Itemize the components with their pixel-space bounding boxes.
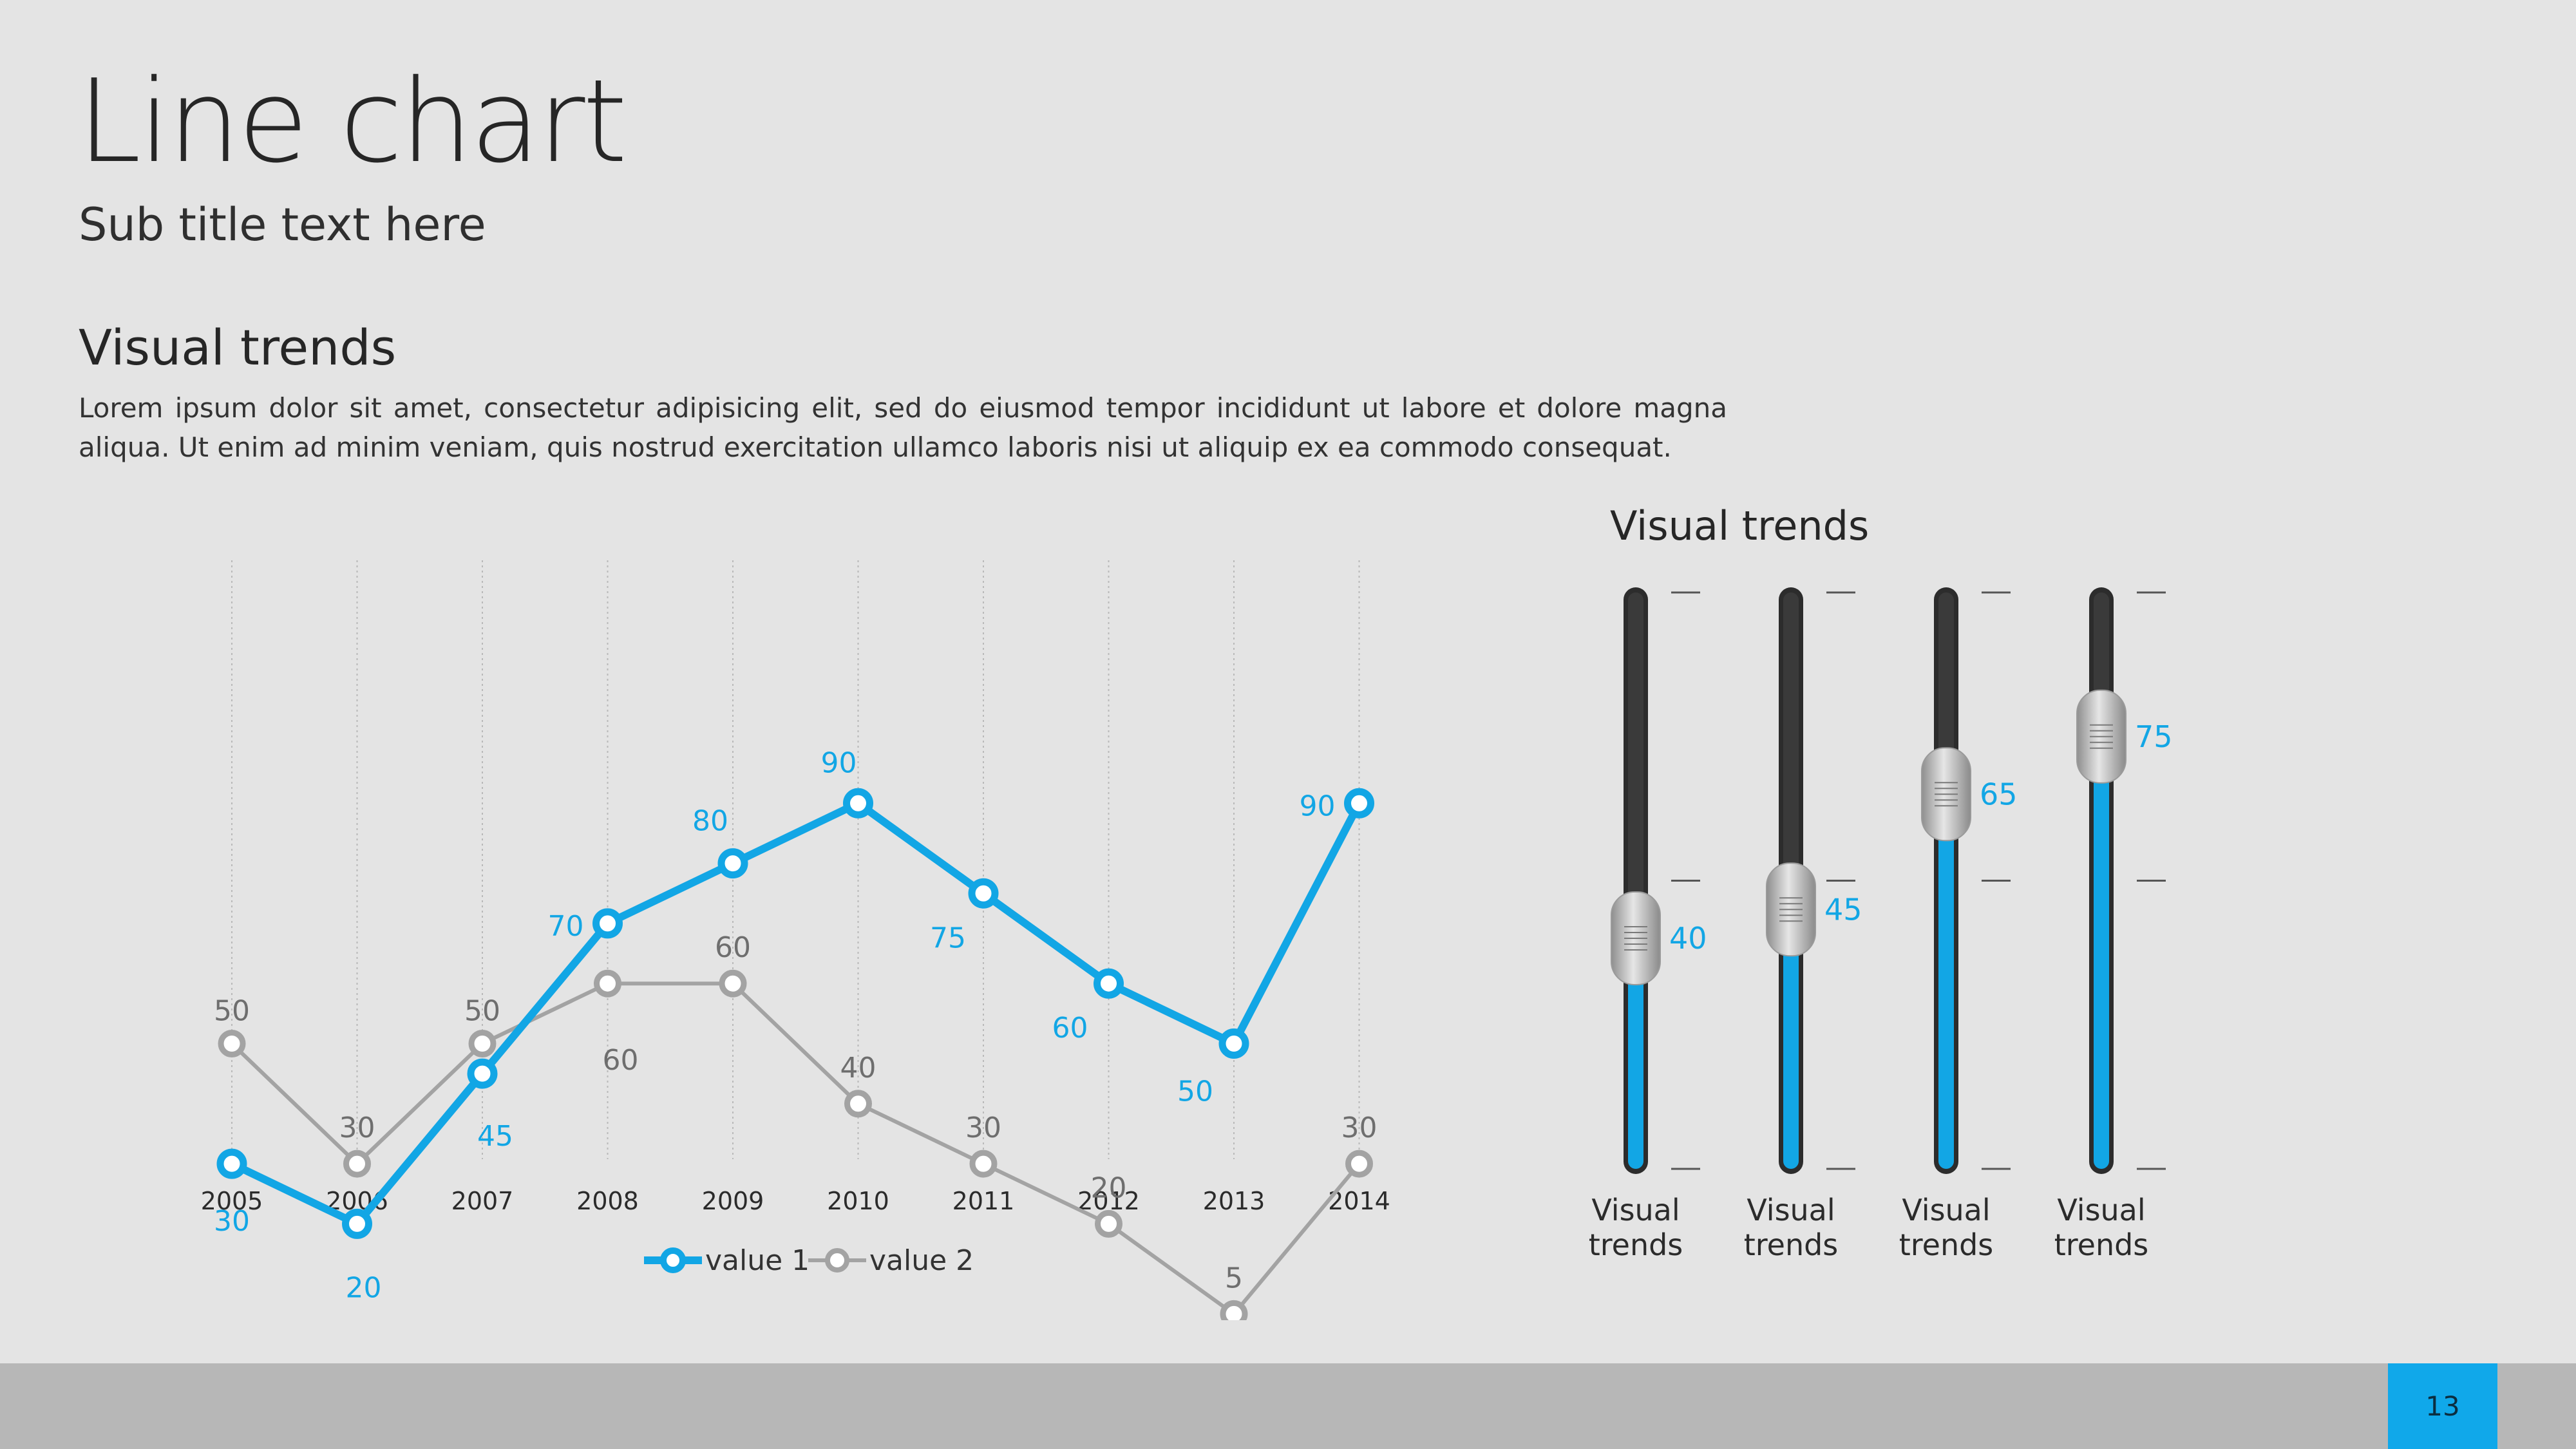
x-tick-label: 2011 [952, 1187, 1015, 1215]
series-line-value-2 [230, 981, 1361, 1316]
x-tick-label: 2013 [1203, 1187, 1265, 1215]
data-point-value-2 [844, 1090, 872, 1118]
data-point-value-1 [216, 1148, 247, 1179]
x-tick-label: 2007 [451, 1187, 514, 1215]
data-label-value-1: 70 [548, 910, 584, 943]
x-tick-label: 2005 [201, 1187, 263, 1215]
data-label-value-2: 30 [339, 1112, 375, 1144]
data-point-value-2 [468, 1030, 497, 1057]
data-point-value-1 [968, 878, 999, 909]
data-label-value-2: 30 [1341, 1112, 1378, 1144]
data-label-value-1: 75 [930, 922, 966, 954]
data-label-value-2: 60 [603, 1044, 639, 1077]
slider-fill [1783, 909, 1799, 1169]
data-point-value-2 [1345, 1150, 1373, 1178]
slider-category-label: Visual trends [1589, 1193, 1683, 1262]
slider-value-label: 65 [1980, 777, 2018, 811]
data-label-value-2: 50 [464, 995, 500, 1028]
line-chart: 2005 2006 2007 2008 2009 2010 2011 2012 2013 2014… [201, 560, 1390, 1320]
page-subtitle: Sub title text here [79, 198, 486, 251]
data-label-value-1: 90 [821, 746, 857, 779]
slider-category-label: Visual trends [2054, 1193, 2149, 1262]
data-point-value-1 [1344, 788, 1374, 819]
data-point-value-2 [594, 969, 621, 998]
data-label-value-1: 45 [477, 1120, 513, 1153]
data-label-value-1: 20 [346, 1271, 382, 1304]
data-point-value-1 [1218, 1028, 1249, 1059]
data-point-value-1 [717, 848, 748, 879]
data-label-value-2: 50 [214, 995, 250, 1028]
data-label-value-2: 5 [1225, 1262, 1243, 1294]
data-point-value-1 [592, 908, 623, 939]
data-point-value-2 [969, 1150, 998, 1178]
data-point-value-2 [719, 969, 747, 998]
data-point-value-2 [343, 1150, 371, 1178]
data-label-value-2: 30 [965, 1112, 1001, 1144]
page-number: 13 [2388, 1363, 2497, 1449]
slider-fill [2094, 736, 2109, 1169]
data-label-value-1: 90 [1300, 790, 1336, 822]
x-tick-label: 2009 [702, 1187, 764, 1215]
legend-value-1-marker [660, 1247, 686, 1273]
page-title: Line chart [77, 55, 627, 188]
data-point-value-1 [843, 788, 873, 819]
footer-bar [0, 1363, 2576, 1449]
data-label-value-2: 40 [840, 1052, 876, 1084]
slider-value-label: 40 [1669, 921, 1707, 956]
body-paragraph: Lorem ipsum dolor sit amet, consectetur … [79, 392, 1727, 463]
section-heading: Visual trends [79, 319, 397, 376]
legend-value-2-marker [825, 1248, 849, 1273]
legend-value-2-label: value 2 [869, 1244, 974, 1277]
data-point-value-2 [1220, 1300, 1248, 1320]
x-tick-label: 2008 [576, 1187, 639, 1215]
data-point-value-1 [342, 1208, 372, 1239]
slider-value-label: 75 [2135, 719, 2173, 754]
data-label-value-1: 30 [214, 1205, 250, 1238]
data-point-value-1 [1094, 968, 1124, 999]
data-point-value-1 [467, 1058, 498, 1089]
data-label-value-2: 60 [715, 931, 751, 964]
slider-fill [1938, 794, 1954, 1169]
data-point-value-2 [1095, 1209, 1122, 1238]
slider-chart: 40 Visual trends 45 Visual trends 65 Visual tren… [1589, 587, 2173, 1262]
slider-fill [1628, 938, 1643, 1169]
data-label-value-2: 20 [1091, 1171, 1127, 1204]
data-label-value-1: 60 [1052, 1012, 1088, 1045]
x-tick-label: 2010 [827, 1187, 889, 1215]
data-point-value-2 [218, 1030, 246, 1057]
slider-value-label: 45 [1824, 892, 1862, 927]
data-label-value-1: 80 [692, 805, 728, 838]
data-label-value-1: 50 [1177, 1075, 1213, 1108]
slider-panel-heading: Visual trends [1610, 502, 1870, 549]
legend-value-1-label: value 1 [705, 1244, 810, 1277]
slider-category-label: Visual trends [1744, 1193, 1839, 1262]
series-line-value-1 [230, 799, 1363, 1228]
slider-category-label: Visual trends [1899, 1193, 1994, 1262]
